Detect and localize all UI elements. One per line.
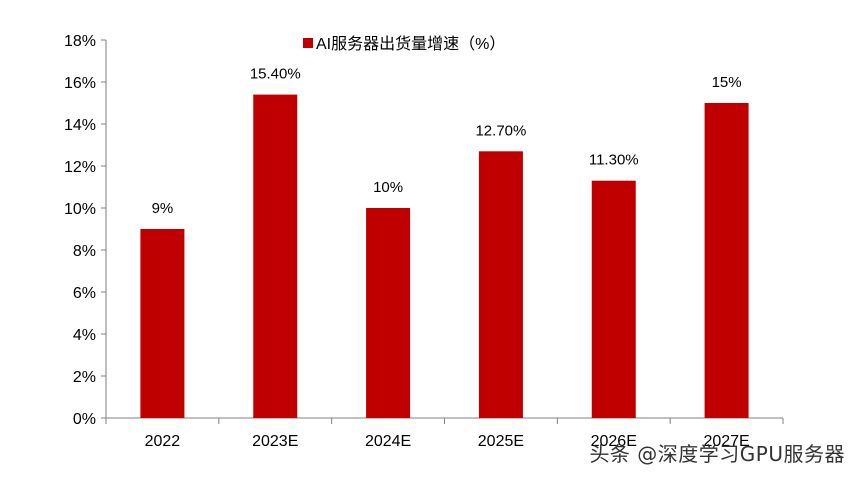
bar-2027E	[704, 103, 749, 418]
legend-swatch	[303, 38, 313, 48]
y-tick-label: 2%	[73, 369, 96, 386]
data-label-2022: 9%	[152, 200, 174, 217]
y-tick-label: 6%	[73, 285, 96, 302]
data-labels: 9% 15.40% 10% 12.70% 11.30% 15%	[152, 66, 742, 217]
data-label-2024E: 10%	[373, 179, 403, 196]
y-tick-label: 12%	[64, 159, 96, 176]
bar-2026E	[591, 180, 636, 418]
x-tick-label-2026E: 2026E	[591, 433, 637, 450]
legend-label: AI服务器出货量增速（%）	[316, 35, 505, 53]
y-tick-label: 0%	[73, 411, 96, 428]
data-label-2025E: 12.70%	[475, 122, 526, 139]
bars	[140, 94, 749, 419]
y-tick-label: 14%	[64, 117, 96, 134]
x-tick-label-2027E: 2027E	[703, 433, 749, 450]
x-tick-label-2024E: 2024E	[365, 433, 411, 450]
data-label-2026E: 11.30%	[589, 152, 639, 169]
bar-2022	[140, 229, 185, 418]
data-label-2027E: 15%	[712, 74, 742, 91]
y-tick-label: 18%	[64, 33, 96, 50]
x-tick-label-2023E: 2023E	[252, 433, 298, 450]
x-tick-label-2022: 2022	[145, 433, 181, 450]
y-tick-label: 16%	[64, 75, 96, 92]
data-label-2023E: 15.40%	[250, 66, 301, 83]
legend: AI服务器出货量增速（%）	[303, 35, 505, 53]
bar-2023E	[253, 94, 298, 418]
x-axis: 2022 2023E 2024E 2025E 2026E 2027E	[105, 417, 784, 450]
y-tick-label: 8%	[73, 243, 96, 260]
bar-2024E	[366, 208, 411, 418]
x-tick-label-2025E: 2025E	[478, 433, 524, 450]
y-axis: 0% 2% 4% 6% 8% 10% 12% 14% 16% 18%	[64, 33, 107, 428]
y-tick-label: 10%	[64, 201, 96, 218]
watermark: 头条 @深度学习GPU服务器	[589, 442, 845, 466]
y-tick-label: 4%	[73, 327, 96, 344]
bar-2025E	[478, 151, 523, 419]
